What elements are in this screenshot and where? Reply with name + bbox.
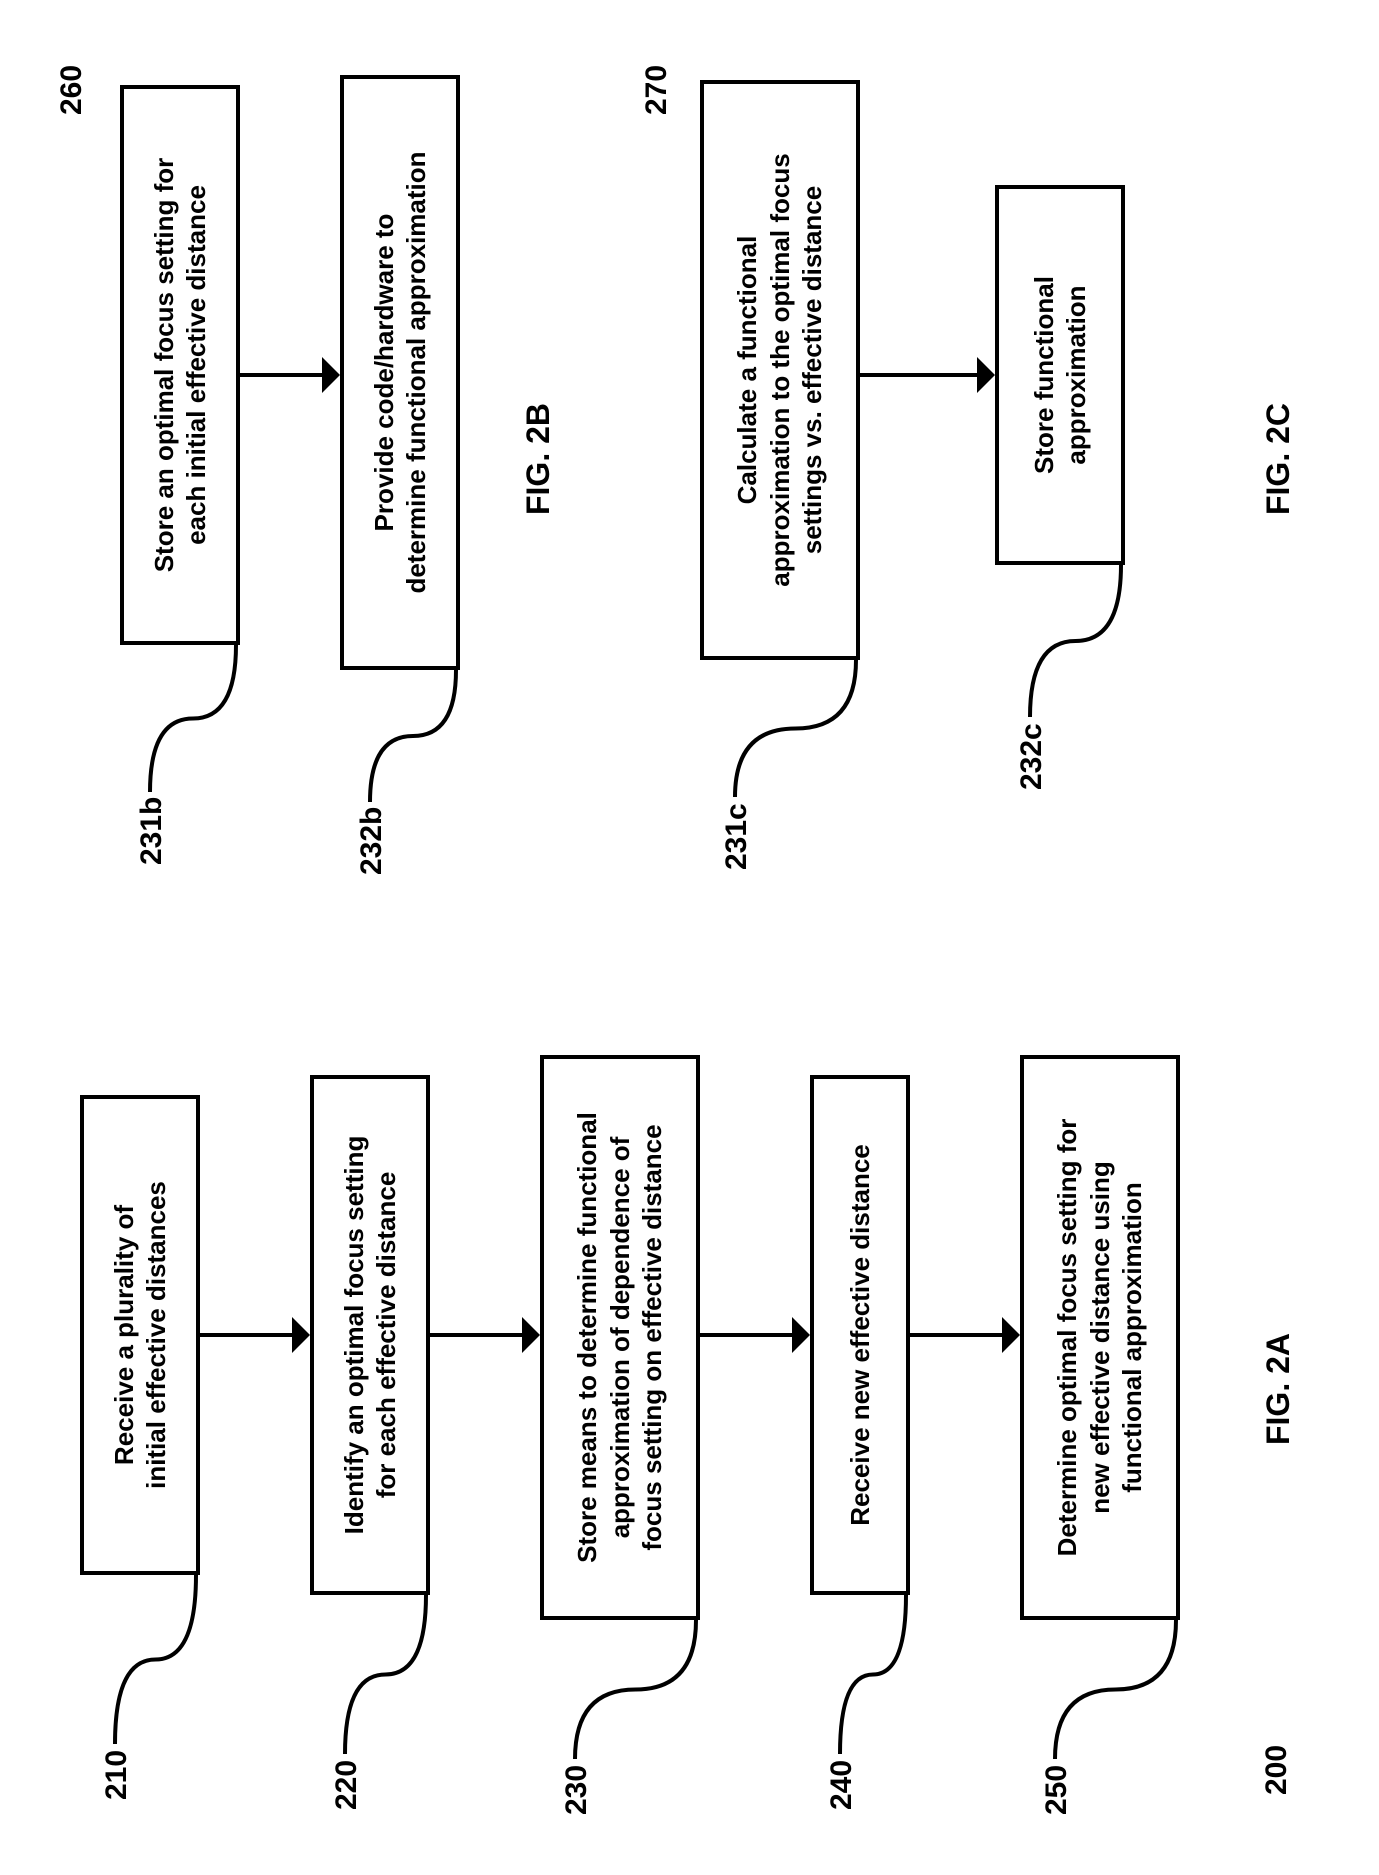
- box-text-231c: Calculate a functionalapproximation to t…: [731, 153, 829, 586]
- figB-arrow-line-0: [240, 373, 324, 377]
- figC-box-231c: Calculate a functionalapproximation to t…: [700, 80, 860, 660]
- figA-caption: FIG. 2A: [1260, 1333, 1297, 1445]
- figB-overall-ref: 260: [55, 65, 89, 115]
- figB-arrow-head-0: [322, 357, 340, 393]
- figA-box-210: Receive a plurality ofinitial effective …: [80, 1095, 200, 1575]
- figA-arrow-line-0: [200, 1333, 294, 1337]
- figA-arrow-head-3: [1002, 1317, 1020, 1353]
- box-text-232c: Store functionalapproximation: [1028, 276, 1093, 474]
- figA-arrow-line-2: [700, 1333, 794, 1337]
- box-text-232b: Provide code/hardware todetermine functi…: [368, 151, 433, 593]
- figA-arrow-head-1: [522, 1317, 540, 1353]
- box-text-231b: Store an optimal focus setting foreach i…: [148, 158, 213, 573]
- ref-label-220: 220: [330, 1760, 364, 1810]
- figB-box-232b: Provide code/hardware todetermine functi…: [340, 75, 460, 670]
- leader-240: [830, 1585, 916, 1764]
- leader-231c: [725, 650, 866, 807]
- figA-box-220: Identify an optimal focus settingfor eac…: [310, 1075, 430, 1595]
- leader-231b: [140, 635, 246, 802]
- leader-210: [105, 1565, 206, 1754]
- figC-arrow-head-0: [977, 357, 995, 393]
- figA-arrow-line-1: [430, 1333, 524, 1337]
- figA-box-240: Receive new effective distance: [810, 1075, 910, 1595]
- leader-220: [335, 1585, 436, 1764]
- figA-arrow-line-3: [910, 1333, 1004, 1337]
- ref-label-250: 250: [1040, 1765, 1074, 1815]
- ref-label-231c: 231c: [720, 803, 754, 870]
- figC-box-232c: Store functionalapproximation: [995, 185, 1125, 565]
- figC-caption: FIG. 2C: [1260, 403, 1297, 515]
- leader-250: [1045, 1610, 1186, 1769]
- ref-label-232c: 232c: [1015, 723, 1049, 790]
- box-text-210: Receive a plurality ofinitial effective …: [108, 1181, 173, 1489]
- ref-label-231b: 231b: [135, 797, 169, 865]
- figC-overall-ref: 270: [640, 65, 674, 115]
- figA-arrow-head-0: [292, 1317, 310, 1353]
- leader-232c: [1020, 555, 1131, 727]
- ref-label-232b: 232b: [355, 807, 389, 875]
- box-text-250: Determine optimal focus setting fornew e…: [1051, 1119, 1149, 1557]
- figC-arrow-line-0: [860, 373, 979, 377]
- figB-caption: FIG. 2B: [520, 403, 557, 515]
- box-text-240: Receive new effective distance: [844, 1144, 877, 1526]
- figA-box-250: Determine optimal focus setting fornew e…: [1020, 1055, 1180, 1620]
- box-text-220: Identify an optimal focus settingfor eac…: [338, 1136, 403, 1535]
- box-text-230: Store means to determine functionalappro…: [571, 1112, 669, 1563]
- ref-label-240: 240: [825, 1760, 859, 1810]
- figA-box-230: Store means to determine functionalappro…: [540, 1055, 700, 1620]
- figA-arrow-head-2: [792, 1317, 810, 1353]
- figA-overall-ref: 200: [1260, 1745, 1294, 1795]
- ref-label-210: 210: [100, 1750, 134, 1800]
- figB-box-231b: Store an optimal focus setting foreach i…: [120, 85, 240, 645]
- leader-232b: [360, 660, 466, 812]
- ref-label-230: 230: [560, 1765, 594, 1815]
- leader-230: [565, 1610, 706, 1769]
